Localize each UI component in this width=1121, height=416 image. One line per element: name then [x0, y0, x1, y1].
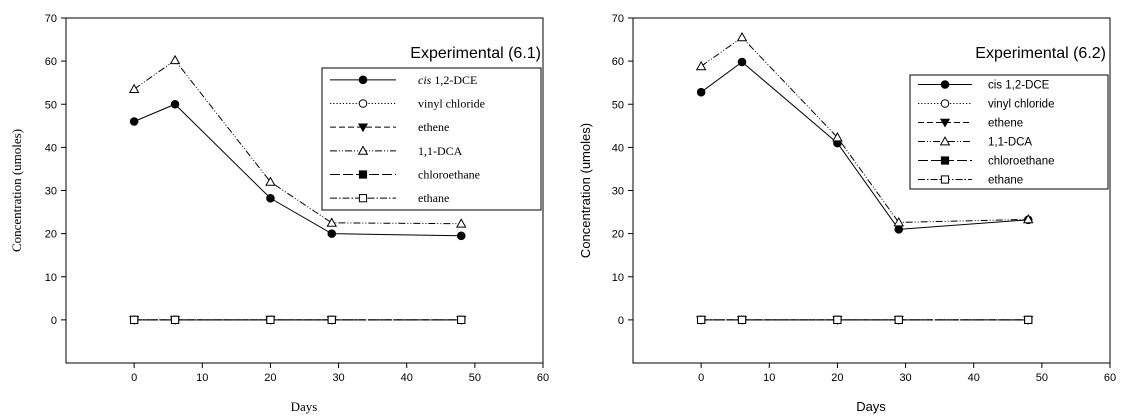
legend-marker	[940, 99, 950, 108]
legend-label: ethene	[418, 120, 449, 134]
legend-marker	[940, 175, 950, 184]
x-axis-label: Days	[291, 399, 318, 414]
x-tick-label: 20	[264, 372, 276, 384]
data-point	[894, 225, 904, 234]
x-tick-label: 50	[1036, 372, 1048, 384]
y-tick-label: 10	[45, 272, 57, 284]
legend-label: ethane	[418, 191, 449, 205]
y-tick-label: 20	[612, 229, 624, 241]
data-point	[455, 218, 467, 228]
legend-marker	[940, 156, 950, 165]
legend-marker	[940, 80, 950, 89]
data-point	[327, 315, 336, 324]
legend-label: 1,1-DCA	[988, 137, 1032, 149]
data-point	[266, 315, 275, 324]
data-point	[265, 176, 276, 186]
data-point	[833, 315, 842, 324]
y-tick-label: 20	[45, 229, 57, 241]
legend-label: ethane	[988, 175, 1023, 187]
chart-title: Experimental (6.2)	[975, 45, 1106, 62]
x-tick-label: 50	[469, 372, 481, 384]
chart-2: 0 10 20 30 40 50 60 70 0 10 20 30 40 50 60 Days Concentr…	[578, 13, 1116, 414]
legend-marker	[358, 170, 368, 179]
data-point	[327, 229, 337, 238]
legend-label: vinyl chloride	[418, 97, 485, 111]
y-tick-label: 30	[45, 186, 57, 198]
y-tick-label: 30	[612, 186, 624, 198]
series-line-1-1-dca	[700, 36, 1029, 223]
data-point	[737, 57, 747, 67]
y-tick-label: 40	[612, 142, 624, 154]
legend: cis 1,2-DCE vinyl chloride ethene 1,1-DCA ch…	[909, 74, 1109, 190]
legend-label: vinyl chloride	[988, 99, 1054, 111]
legend-marker	[357, 145, 369, 155]
data-point	[170, 99, 180, 109]
y-tick-label: 70	[45, 13, 57, 25]
chart-1: 0 10 20 30 40 50 60 70 0 10 20 30 40 50 60 Days Concentr…	[9, 13, 549, 414]
data-point	[326, 217, 338, 227]
x-tick-label: 0	[698, 372, 704, 384]
legend-label: chloroethane	[418, 168, 480, 182]
legend-label: 1,1-DCA	[418, 144, 463, 158]
data-point	[169, 54, 181, 65]
y-tick-label: 10	[612, 272, 624, 284]
data-point	[697, 315, 706, 324]
y-axis-label: Concentration (umoles)	[9, 129, 24, 252]
data-point	[893, 216, 905, 227]
y-tick-label: 40	[45, 142, 57, 154]
data-point	[1024, 315, 1033, 324]
y-tick-label: 60	[45, 56, 57, 68]
y-tick-label: 60	[612, 56, 624, 68]
x-tick-label: 40	[968, 372, 980, 384]
y-tick-label: 0	[51, 315, 57, 327]
data-point	[695, 60, 707, 71]
legend: cis 1,2-DCE vinyl chloride ethene 1,1-DCA ch…	[321, 67, 542, 211]
data-point	[457, 315, 466, 324]
legend-label: cis 1,2-DCE	[418, 73, 477, 87]
data-point	[737, 315, 747, 324]
legend-box	[321, 67, 542, 211]
data-point	[832, 132, 843, 142]
x-tick-label: 60	[1104, 372, 1116, 384]
data-point	[1022, 213, 1034, 224]
x-tick-label: 20	[831, 372, 843, 384]
legend-marker	[358, 99, 368, 108]
y-tick-label: 50	[612, 99, 624, 111]
legend-marker	[358, 194, 368, 203]
x-tick-label: 40	[401, 372, 413, 384]
data-point	[170, 315, 180, 324]
legend-marker	[357, 123, 369, 133]
x-axis-label: Days	[856, 399, 886, 414]
data-point	[266, 193, 275, 203]
x-tick-label: 30	[899, 372, 911, 384]
legend-label: cis 1,2-DCE	[988, 80, 1050, 92]
legend-label: ethene	[988, 118, 1023, 130]
y-tick-label: 70	[612, 13, 624, 25]
y-tick-label: 50	[45, 99, 57, 111]
legend-marker	[939, 118, 951, 128]
x-tick-label: 60	[537, 372, 549, 384]
x-tick-label: 0	[131, 372, 137, 384]
y-axis-label: Concentration (umoles)	[578, 123, 593, 258]
data-point	[129, 117, 139, 126]
chart-title: Experimental (6.1)	[410, 45, 541, 62]
data-point	[128, 83, 140, 94]
data-point	[894, 315, 903, 324]
data-point	[130, 315, 139, 324]
legend-label: chloroethane	[988, 156, 1055, 168]
x-tick-label: 10	[196, 372, 208, 384]
data-point	[456, 231, 466, 241]
legend-marker	[939, 136, 951, 146]
y-tick-label: 0	[618, 315, 624, 327]
x-tick-label: 30	[332, 372, 344, 384]
data-point	[696, 87, 706, 97]
x-tick-label: 10	[763, 372, 775, 384]
legend-box	[909, 74, 1109, 190]
legend-marker	[358, 75, 368, 85]
data-point	[736, 31, 748, 42]
